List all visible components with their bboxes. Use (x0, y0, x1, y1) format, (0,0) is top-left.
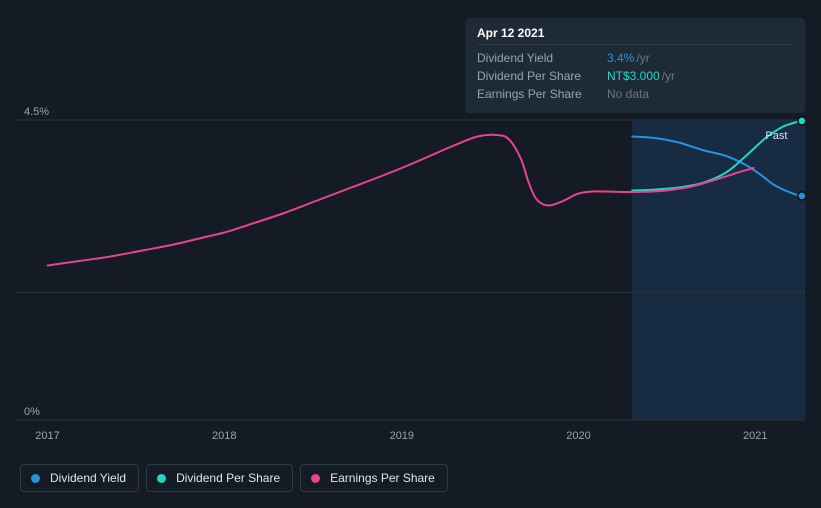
legend-item[interactable]: Dividend Yield (20, 464, 139, 492)
tooltip-panel: Apr 12 2021 Dividend Yield3.4% /yrDivide… (465, 18, 805, 113)
legend-dot-icon (311, 474, 320, 483)
x-tick-label: 2018 (212, 430, 236, 442)
legend-dot-icon (157, 474, 166, 483)
tooltip-row-unit: /yr (636, 49, 649, 67)
tooltip-row-label: Dividend Yield (477, 49, 607, 67)
tooltip-date: Apr 12 2021 (477, 26, 793, 45)
x-tick-label: 2020 (566, 430, 590, 442)
x-tick-label: 2017 (35, 430, 59, 442)
chart-container: 4.5% 0% 2017 2018 2019 2020 2021 Past Apr 12 … (16, 0, 805, 508)
legend-label: Earnings Per Share (330, 471, 435, 485)
series-end-marker-dividend_per_share (798, 117, 805, 125)
legend-item[interactable]: Earnings Per Share (300, 464, 448, 492)
legend-item[interactable]: Dividend Per Share (146, 464, 293, 492)
y-tick-label: 0% (24, 406, 40, 418)
x-tick-label: 2021 (743, 430, 767, 442)
y-tick-label: 4.5% (24, 106, 49, 118)
tooltip-row: Dividend Yield3.4% /yr (477, 49, 793, 67)
legend-dot-icon (31, 474, 40, 483)
tooltip-row-value: NT$3.000 (607, 67, 660, 85)
legend: Dividend Yield Dividend Per Share Earnings… (20, 464, 448, 492)
past-label: Past (765, 130, 787, 142)
tooltip-row-value: 3.4% (607, 49, 634, 67)
tooltip-row-unit: /yr (662, 67, 675, 85)
tooltip-row: Dividend Per ShareNT$3.000 /yr (477, 67, 793, 85)
legend-label: Dividend Yield (50, 471, 126, 485)
series-end-marker-dividend_yield (798, 192, 805, 200)
legend-label: Dividend Per Share (176, 471, 280, 485)
tooltip-row: Earnings Per ShareNo data (477, 85, 793, 103)
tooltip-row-value: No data (607, 85, 649, 103)
tooltip-row-label: Earnings Per Share (477, 85, 607, 103)
tooltip-row-label: Dividend Per Share (477, 67, 607, 85)
x-tick-label: 2019 (390, 430, 414, 442)
